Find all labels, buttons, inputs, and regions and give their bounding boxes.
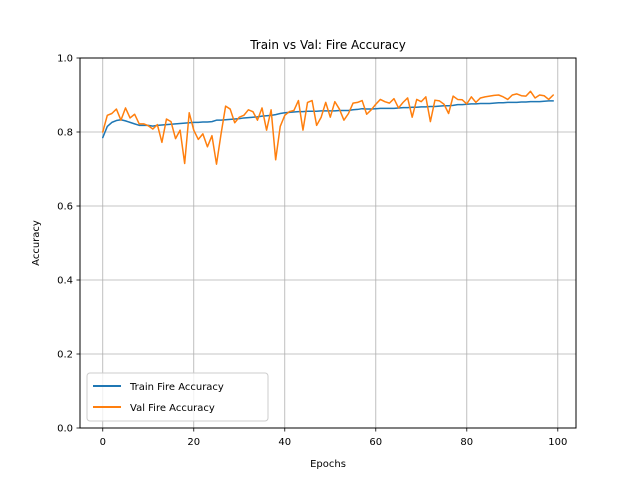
x-tick-label: 100 bbox=[548, 437, 567, 448]
x-tick-label: 60 bbox=[369, 437, 382, 448]
legend: Train Fire Accuracy Val Fire Accuracy bbox=[86, 372, 269, 422]
x-tick-label: 20 bbox=[187, 437, 200, 448]
legend-box bbox=[86, 372, 269, 422]
chart-title: Train vs Val: Fire Accuracy bbox=[249, 38, 406, 52]
y-tick-label: 0.4 bbox=[57, 276, 73, 287]
y-tick-label: 0.0 bbox=[57, 424, 73, 435]
y-tick-label: 1.0 bbox=[57, 54, 73, 65]
x-tick-label: 80 bbox=[460, 437, 473, 448]
legend-label-train: Train Fire Accuracy bbox=[129, 382, 224, 393]
val-accuracy-line bbox=[102, 90, 554, 165]
x-tick-label: 40 bbox=[278, 437, 291, 448]
y-tick-label: 0.6 bbox=[57, 202, 73, 213]
axis-ticks: 0 20 40 60 80 100 0.0 0.2 0.4 0.6 0.8 1.0 bbox=[57, 54, 567, 449]
y-tick-label: 0.2 bbox=[57, 350, 73, 361]
x-axis-label: Epochs bbox=[310, 459, 346, 470]
legend-label-val: Val Fire Accuracy bbox=[130, 403, 215, 414]
series-lines bbox=[102, 90, 554, 165]
grid-lines bbox=[80, 57, 576, 429]
plot-frame bbox=[79, 57, 577, 429]
y-axis-label: Accuracy bbox=[31, 220, 42, 266]
x-tick-label: 0 bbox=[100, 437, 106, 448]
y-tick-label: 0.8 bbox=[57, 128, 73, 139]
